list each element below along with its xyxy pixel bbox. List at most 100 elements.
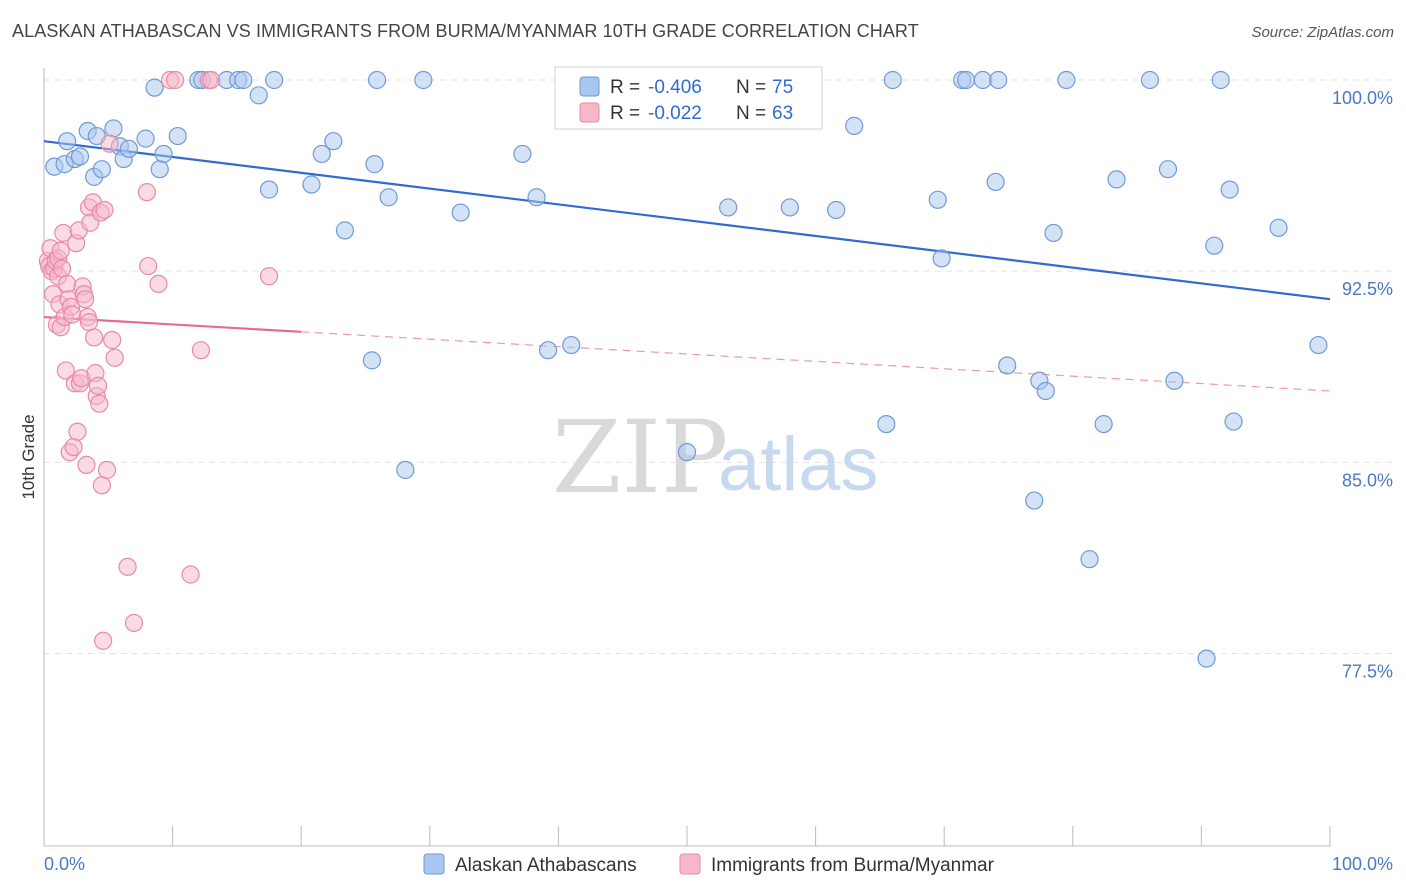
point-immigrants-burma — [259, 267, 279, 286]
trend-line-dashed — [301, 331, 1331, 392]
trend-lines — [43, 140, 1331, 392]
point-alaskan-athabascans — [527, 188, 546, 207]
y-axis-label: 10th Grade — [19, 414, 38, 499]
point-alaskan-athabascans — [928, 190, 947, 209]
point-alaskan-athabascans — [168, 126, 187, 146]
point-immigrants-burma — [90, 394, 109, 413]
point-alaskan-athabascans — [780, 198, 799, 217]
point-immigrants-burma — [64, 437, 83, 457]
point-alaskan-athabascans — [451, 203, 470, 222]
point-alaskan-athabascans — [365, 155, 384, 174]
point-alaskan-athabascans — [312, 144, 331, 164]
point-immigrants-burma — [94, 631, 113, 650]
series-legend-label-1: Alaskan Athabascans — [455, 855, 637, 876]
point-alaskan-athabascans — [986, 172, 1005, 192]
point-alaskan-athabascans — [234, 70, 253, 90]
point-alaskan-athabascans — [1094, 415, 1113, 434]
point-alaskan-athabascans — [1057, 70, 1076, 90]
point-immigrants-burma — [79, 313, 99, 332]
legend-r-value-2: -0.022 — [648, 103, 702, 124]
point-alaskan-athabascans — [956, 70, 976, 90]
point-alaskan-athabascans — [58, 132, 77, 151]
point-immigrants-burma — [149, 274, 168, 294]
scatter-points — [38, 70, 1328, 668]
series-legend-swatch-pink — [679, 853, 701, 875]
series-legend: Alaskan Athabascans Immigrants from Burm… — [423, 853, 995, 876]
point-immigrants-burma — [103, 330, 122, 350]
point-alaskan-athabascans — [136, 129, 155, 148]
point-alaskan-athabascans — [1205, 236, 1224, 255]
point-alaskan-athabascans — [379, 188, 398, 207]
point-alaskan-athabascans — [877, 415, 896, 434]
point-immigrants-burma — [166, 70, 185, 90]
point-alaskan-athabascans — [104, 119, 123, 138]
y-tick-label: 92.5% — [1342, 279, 1393, 299]
point-alaskan-athabascans — [154, 144, 173, 164]
point-immigrants-burma — [85, 328, 104, 347]
point-alaskan-athabascans — [150, 160, 169, 179]
y-axis-tick-labels: 77.5% 85.0% 92.5% 100.0% — [1332, 88, 1393, 682]
point-alaskan-athabascans — [119, 139, 138, 158]
point-alaskan-athabascans — [302, 175, 321, 194]
trend-line-solid — [43, 140, 1331, 301]
y-tick-label: 100.0% — [1332, 88, 1393, 108]
point-alaskan-athabascans — [367, 70, 387, 90]
point-immigrants-burma — [58, 274, 77, 294]
point-alaskan-athabascans — [1309, 335, 1328, 355]
point-alaskan-athabascans — [362, 351, 382, 370]
point-immigrants-burma — [76, 290, 95, 309]
legend-n-value-2: 63 — [772, 103, 793, 124]
x-axis-ticks — [43, 826, 1331, 846]
y-tick-label: 77.5% — [1342, 662, 1393, 682]
point-alaskan-athabascans — [845, 116, 864, 135]
point-immigrants-burma — [124, 613, 144, 633]
point-alaskan-athabascans — [249, 86, 268, 105]
point-immigrants-burma — [202, 70, 221, 90]
point-alaskan-athabascans — [92, 160, 111, 179]
x-tick-label-max: 100.0% — [1332, 854, 1393, 874]
point-alaskan-athabascans — [414, 70, 433, 90]
point-alaskan-athabascans — [145, 78, 164, 97]
legend-n-label-2: N = — [736, 103, 766, 124]
source-credit: Source: ZipAtlas.com — [1251, 24, 1394, 41]
point-immigrants-burma — [68, 422, 87, 441]
point-alaskan-athabascans — [1158, 160, 1178, 179]
point-alaskan-athabascans — [719, 198, 738, 217]
x-tick-label-min: 0.0% — [44, 854, 85, 874]
legend-r-label-1: R = — [610, 77, 640, 98]
point-alaskan-athabascans — [1165, 371, 1184, 390]
point-alaskan-athabascans — [70, 147, 90, 166]
point-alaskan-athabascans — [677, 443, 697, 462]
point-immigrants-burma — [88, 376, 108, 395]
y-tick-label: 85.0% — [1342, 470, 1393, 490]
correlation-legend: R = -0.406 N = 75 R = -0.022 N = 63 — [554, 66, 823, 130]
point-immigrants-burma — [95, 200, 114, 220]
point-alaskan-athabascans — [1140, 70, 1160, 90]
point-immigrants-burma — [118, 557, 137, 576]
legend-r-value-1: -0.406 — [648, 77, 702, 98]
point-alaskan-athabascans — [324, 132, 343, 151]
point-immigrants-burma — [191, 341, 210, 360]
point-alaskan-athabascans — [998, 356, 1017, 375]
point-immigrants-burma — [92, 476, 111, 495]
point-alaskan-athabascans — [883, 70, 902, 90]
point-alaskan-athabascans — [513, 144, 532, 164]
point-immigrants-burma — [137, 183, 156, 202]
point-alaskan-athabascans — [265, 70, 284, 90]
point-alaskan-athabascans — [335, 221, 355, 240]
chart-title: ALASKAN ATHABASCAN VS IMMIGRANTS FROM BU… — [12, 21, 919, 41]
point-alaskan-athabascans — [989, 70, 1008, 90]
series-legend-swatch-blue — [423, 853, 445, 875]
point-immigrants-burma — [51, 241, 70, 260]
point-alaskan-athabascans — [1224, 412, 1243, 431]
point-alaskan-athabascans — [827, 200, 846, 220]
legend-n-label-1: N = — [736, 77, 766, 98]
point-immigrants-burma — [181, 565, 200, 584]
point-immigrants-burma — [100, 134, 119, 153]
point-alaskan-athabascans — [1220, 180, 1239, 199]
point-alaskan-athabascans — [396, 460, 415, 480]
point-alaskan-athabascans — [1107, 170, 1126, 189]
watermark-atlas: atlas — [718, 422, 879, 507]
point-alaskan-athabascans — [973, 70, 992, 90]
